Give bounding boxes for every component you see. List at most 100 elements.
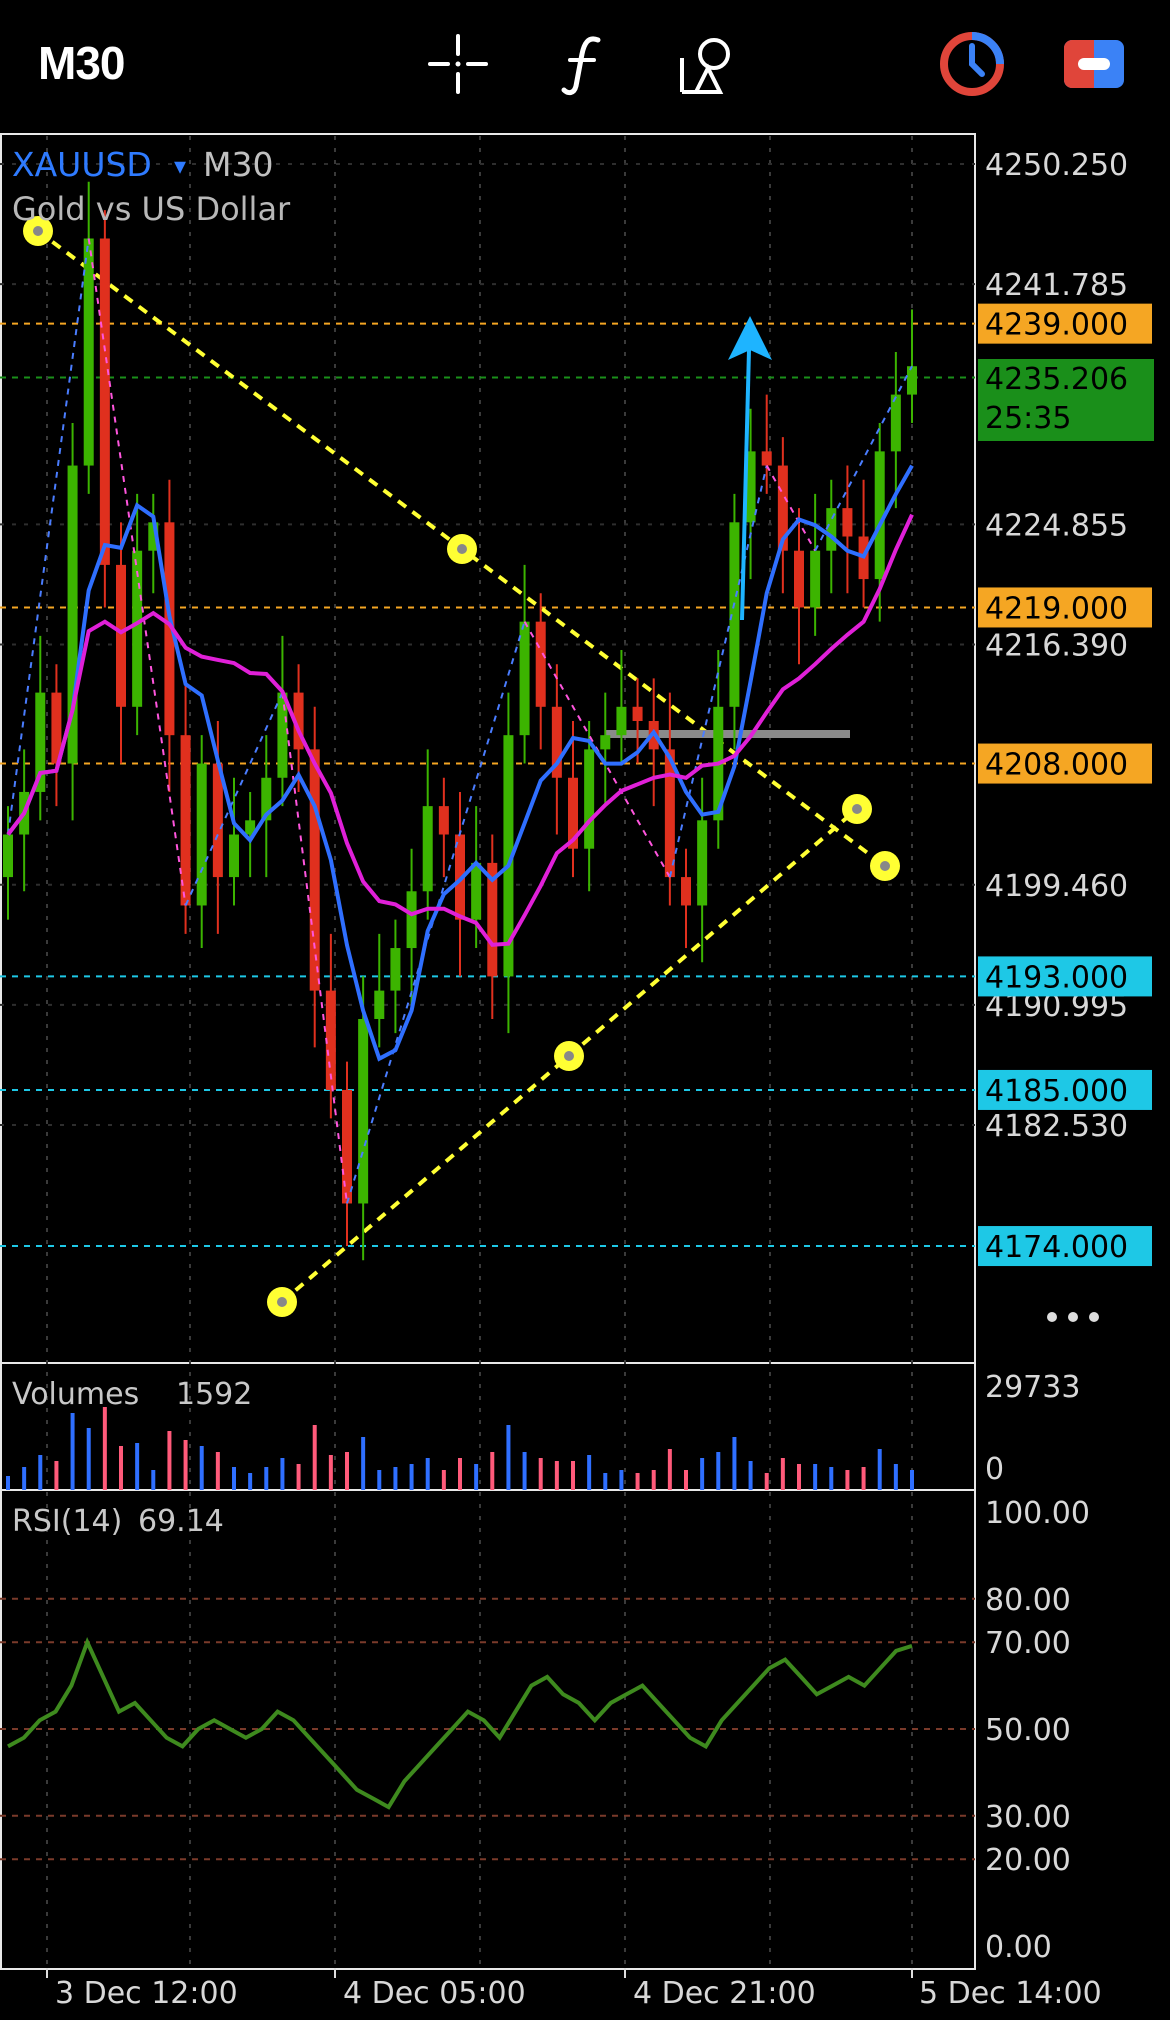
rsi-tick-6: 0.00 — [985, 1930, 1052, 1965]
rsi-last-value: 69.14 — [138, 1504, 224, 1539]
up-arrow[interactable] — [728, 316, 772, 621]
candle-body-51 — [826, 508, 837, 551]
objects-icon[interactable] — [672, 28, 744, 100]
moving-averages — [6, 464, 914, 1062]
zigzag-segment-0 — [7, 238, 90, 835]
level-price-4: 4185.000 — [985, 1074, 1128, 1109]
anchor-point-dot-5 — [852, 804, 862, 814]
range-box[interactable] — [606, 730, 850, 738]
zigzag-segment-7 — [765, 465, 817, 552]
moving-average-slow — [6, 513, 914, 947]
grid-lines — [0, 136, 975, 1966]
candle-body-4 — [67, 465, 78, 764]
candle-body-35 — [568, 777, 578, 849]
candle-body-42 — [681, 877, 691, 906]
level-tag-1 — [978, 587, 1152, 628]
current-price-tag: 4235.206 25:35 — [978, 359, 1154, 441]
price-tick-1: 4241.785 — [985, 268, 1128, 303]
candle-body-47 — [761, 451, 772, 466]
candle-body-6 — [99, 238, 110, 565]
candle-body-7 — [116, 564, 126, 707]
zigzag-segment-2 — [184, 692, 284, 906]
clock-icon[interactable] — [936, 28, 1008, 100]
candle-body-3 — [51, 692, 62, 764]
candle-body-52 — [842, 508, 853, 537]
candle-body-13 — [212, 763, 223, 878]
level-tag-2 — [978, 743, 1152, 784]
rsi-tick-0: 100.00 — [985, 1496, 1090, 1531]
level-tag-4 — [978, 1069, 1152, 1110]
candle-body-8 — [132, 550, 143, 707]
trendline-anchors[interactable] — [23, 216, 900, 1317]
moving-average-fast — [6, 464, 914, 1062]
candle-body-26 — [422, 806, 433, 892]
rsi-tick-2: 70.00 — [985, 1626, 1071, 1661]
candle-body-43 — [697, 820, 708, 906]
candle-body-54 — [874, 451, 885, 580]
rsi-levels — [0, 1597, 975, 1861]
price-tick-4: 4199.460 — [985, 869, 1128, 904]
candle-body-38 — [616, 706, 627, 736]
anchor-point-dot-4 — [564, 1051, 574, 1061]
level-price-1: 4219.000 — [985, 591, 1128, 626]
candle-body-30 — [487, 862, 498, 977]
candle-body-5 — [83, 238, 94, 466]
anchor-point-dot-3 — [277, 1297, 287, 1307]
more-icon[interactable] — [1047, 1312, 1099, 1322]
candle-body-36 — [584, 749, 595, 849]
rsi-tick-1: 80.00 — [985, 1583, 1071, 1618]
candle-body-49 — [794, 550, 804, 608]
candle-body-20 — [325, 990, 336, 1090]
symbol-ticker[interactable]: XAUUSD — [12, 145, 152, 184]
symbol-dropdown-icon[interactable]: ▾ — [174, 152, 186, 180]
candle-body-10 — [164, 522, 175, 736]
rsi-line — [7, 1636, 913, 1810]
crosshair-icon[interactable] — [422, 28, 494, 100]
rsi-series — [7, 1636, 913, 1810]
candle-body-32 — [519, 621, 530, 736]
candle-body-37 — [600, 735, 611, 750]
candle-body-34 — [551, 706, 562, 778]
level-tag-0 — [978, 303, 1152, 344]
anchor-point-dot-2 — [880, 861, 890, 871]
rsi-tick-5: 20.00 — [985, 1843, 1071, 1878]
level-price-5: 4174.000 — [985, 1230, 1128, 1265]
chart-frame — [0, 133, 976, 1970]
function-icon[interactable] — [548, 28, 620, 100]
time-tick-3: 5 Dec 14:00 — [919, 1976, 1102, 2011]
price-tick-6: 4182.530 — [985, 1109, 1128, 1144]
trade-icon[interactable] — [1058, 28, 1130, 100]
candle-body-22 — [358, 1018, 369, 1204]
level-price-3: 4193.000 — [985, 960, 1128, 995]
candle-body-19 — [309, 749, 320, 991]
timeframe-button[interactable]: M30 — [38, 37, 125, 89]
candle-body-12 — [196, 763, 207, 906]
candle-body-29 — [471, 862, 482, 920]
candle-body-25 — [406, 891, 417, 949]
candle-body-24 — [390, 948, 401, 991]
horizontal-levels[interactable] — [0, 322, 975, 1248]
rsi-tick-3: 50.00 — [985, 1713, 1071, 1748]
rsi-tick-4: 30.00 — [985, 1800, 1071, 1835]
candle-body-9 — [148, 522, 159, 551]
symbol-timeframe: M30 — [203, 145, 273, 184]
toolbar: M30 — [0, 0, 1170, 130]
candle-body-50 — [810, 550, 821, 608]
bar-countdown: 25:35 — [985, 401, 1071, 436]
rsi-title: RSI(14) — [12, 1504, 122, 1539]
candle-body-2 — [35, 692, 46, 792]
candle-body-18 — [293, 692, 304, 750]
candle-body-17 — [277, 692, 288, 778]
anchor-point-dot-0 — [33, 226, 43, 236]
candle-body-56 — [907, 366, 917, 395]
zigzag-segment-3 — [281, 692, 348, 1204]
candle-body-11 — [180, 735, 191, 906]
candle-body-23 — [374, 990, 385, 1019]
volume-last-value: 1592 — [176, 1377, 252, 1412]
candle-body-27 — [438, 806, 449, 835]
candle-body-31 — [503, 735, 514, 977]
anchor-point-dot-1 — [457, 544, 467, 554]
volume-bars — [6, 1407, 914, 1490]
level-price-0: 4239.000 — [985, 308, 1128, 343]
